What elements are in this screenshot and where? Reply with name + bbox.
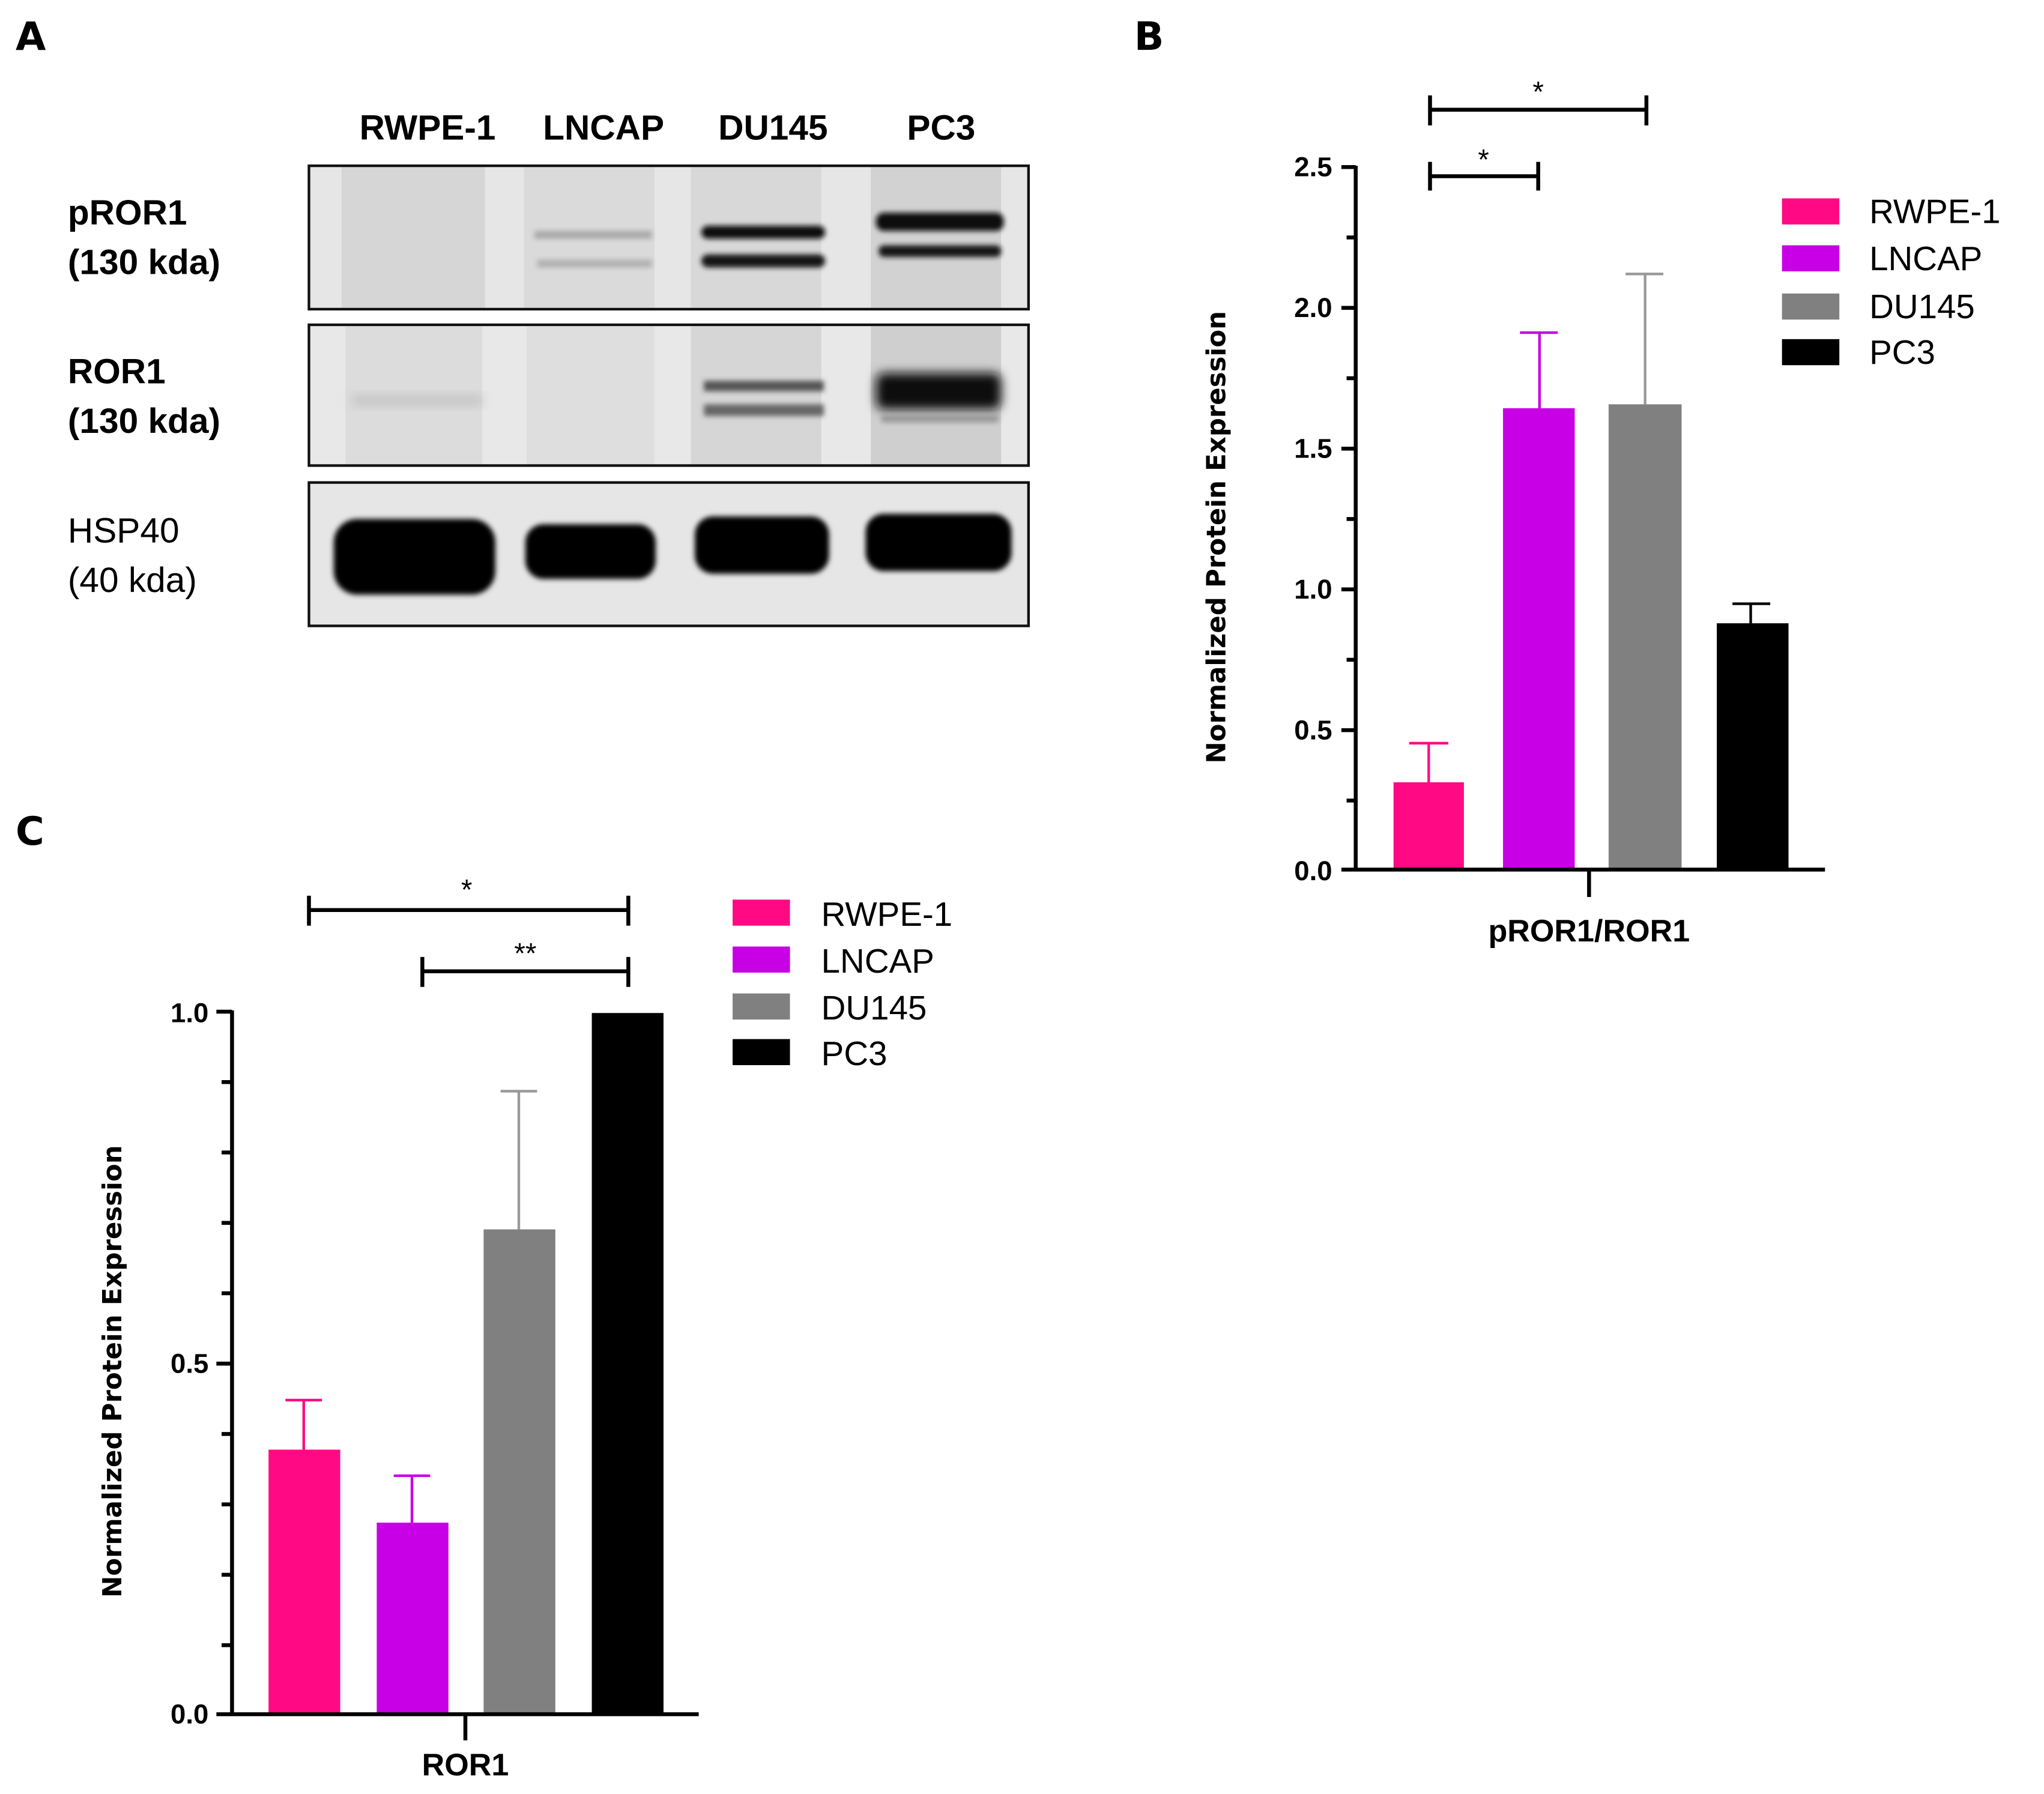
bar-rwpe-1 [268,1449,340,1715]
legend-swatch [1782,339,1840,366]
significance-label: * [1478,145,1489,177]
legend-label: LNCAP [1869,240,1982,277]
legend-swatch [1782,198,1840,225]
error-bars [1409,273,1771,782]
y-tick-label: 2.0 [1294,292,1332,323]
legend-swatch [733,899,790,926]
blot-row-label: pROR1 [68,193,187,232]
legend: RWPE-1 LNCAP DU145 PC3 [1782,193,2001,371]
bar-pc3 [591,1013,664,1715]
lane-label: LNCAP [543,109,664,148]
bar-pc3 [1717,623,1789,870]
legend-swatch [733,1039,790,1066]
bar-lncap [1503,408,1575,870]
y-tick-label: 0.5 [1294,714,1332,745]
y-axis [216,1009,234,1715]
x-axis [1341,868,1825,897]
legend-label: DU145 [821,989,927,1027]
panel-letter-c: C [16,809,44,854]
legend: RWPE-1 LNCAP DU145 PC3 [733,895,952,1072]
panel-b: B * * [1134,14,2001,949]
lane-label: PC3 [907,109,975,148]
x-axis-label: pROR1/ROR1 [1488,914,1690,949]
blot-ror1 [307,323,1030,467]
legend-label: DU145 [1869,288,1975,325]
blot-row-label: HSP40 [68,512,180,551]
blot-hsp40 [307,481,1030,627]
blot-pror1 [307,164,1030,311]
bar-lncap [376,1523,449,1715]
y-tick-label: 0.0 [1294,856,1332,886]
y-tick-label: 0.5 [171,1348,208,1379]
y-axis [1341,165,1358,871]
significance-bracket [1428,95,1649,191]
legend-label: PC3 [1869,333,1935,371]
y-tick-label: 2.5 [1294,151,1332,182]
bar-rwpe-1 [1393,782,1464,870]
significance-label: * [1532,77,1544,109]
blot-row-size: (130 kda) [68,402,220,441]
blot-row-size: (40 kda) [68,561,197,600]
significance-bracket [307,895,630,987]
x-axis [216,1712,699,1741]
legend-swatch [733,993,790,1020]
y-axis-label: Normalized Protein Expression [1202,311,1232,764]
bar-du145 [483,1229,555,1715]
y-tick-label: 0.0 [171,1699,208,1729]
panel-c: C * ** [16,809,952,1783]
legend-label: RWPE-1 [821,895,952,933]
y-tick-label: 1.0 [1294,574,1332,605]
legend-label: LNCAP [821,942,934,980]
error-bars [285,1090,537,1523]
x-axis-label: ROR1 [422,1748,509,1783]
bar-du145 [1608,404,1682,870]
y-axis-label: Normalized Protein Expression [98,1145,128,1598]
panel-a: A RWPE-1 LNCAP DU145 PC3 pROR1 (130 kda)… [16,14,1030,627]
significance-label: ** [514,938,536,970]
blot-row-size: (130 kda) [68,243,220,282]
y-tick-label: 1.5 [1294,433,1332,464]
legend-label: PC3 [821,1034,887,1072]
lane-label: DU145 [718,109,827,148]
lane-label: RWPE-1 [360,109,496,148]
legend-swatch [733,946,790,973]
significance-label: * [461,874,473,906]
legend-label: RWPE-1 [1869,193,2000,231]
y-tick-label: 1.0 [171,997,208,1028]
legend-swatch [1782,245,1840,271]
panel-letter-a: A [16,14,46,59]
legend-swatch [1782,293,1840,320]
blot-row-label: ROR1 [68,352,166,391]
panel-letter-b: B [1134,14,1164,59]
